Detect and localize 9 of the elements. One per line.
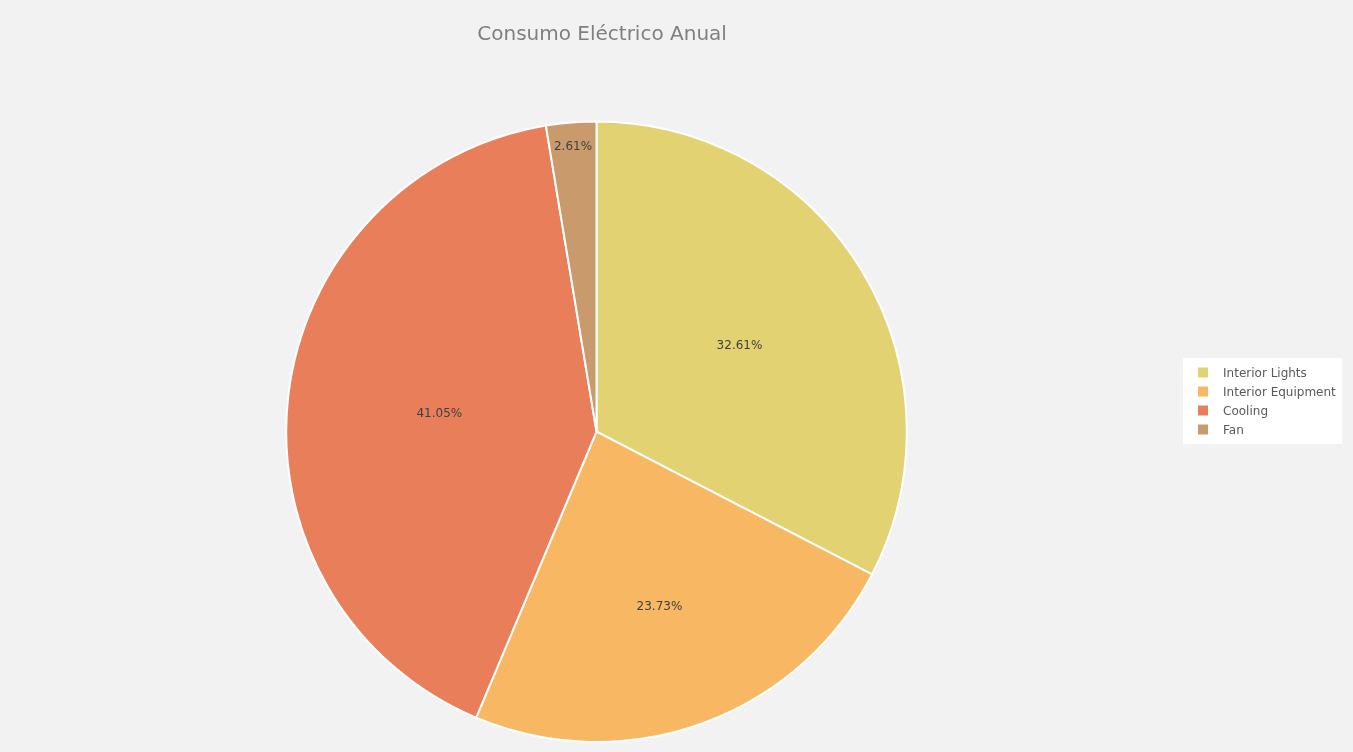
legend-label: Fan <box>1223 423 1244 438</box>
data-label: 23.73% <box>636 598 683 613</box>
data-label: 41.05% <box>416 406 463 421</box>
data-label: 2.61% <box>553 138 593 153</box>
legend-label: Interior Equipment <box>1223 385 1337 400</box>
legend-label: Cooling <box>1223 404 1268 419</box>
legend-label: Interior Lights <box>1223 366 1307 381</box>
chart-title: Consumo Eléctrico Anual <box>477 21 727 46</box>
data-label: 32.61% <box>716 337 763 352</box>
